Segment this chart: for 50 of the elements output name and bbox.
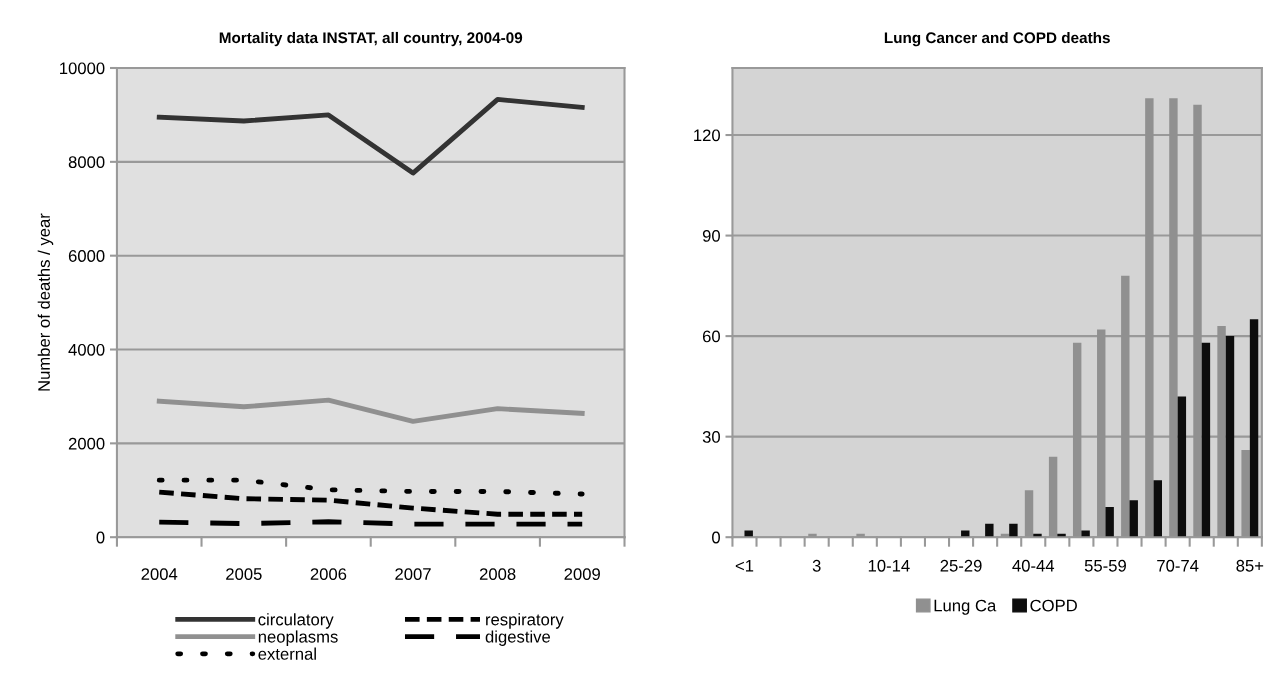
y-tick-label: 2000 — [68, 437, 105, 450]
legend-label: Lung Ca — [934, 599, 997, 615]
bar — [744, 530, 753, 538]
bar — [1249, 319, 1259, 538]
y-tick-label: 90 — [702, 229, 720, 242]
line-series — [156, 477, 585, 497]
x-tick-label: 25-29 — [940, 559, 982, 572]
bar — [1105, 507, 1114, 538]
legend-label: neoplasms — [258, 630, 338, 646]
x-tick-label: 2008 — [479, 568, 516, 580]
bar — [1225, 336, 1235, 538]
y-axis-title: Number of deaths / year — [37, 213, 54, 391]
x-tick-label: 2009 — [564, 568, 600, 580]
y-tick-label: 0 — [96, 531, 105, 544]
bar — [985, 523, 994, 538]
x-tick-label: 2007 — [395, 568, 431, 580]
legend-label: circulatory — [258, 613, 334, 629]
x-tick-label: 3 — [812, 559, 821, 572]
line-series — [156, 397, 585, 424]
bar — [1129, 500, 1138, 538]
bar — [1009, 523, 1018, 538]
x-tick-label: 2006 — [310, 568, 347, 580]
line-series — [156, 97, 585, 176]
x-tick-label: 2005 — [226, 568, 262, 580]
y-tick-label: 0 — [712, 531, 720, 544]
y-tick-label: 4000 — [68, 343, 105, 356]
legend-label: external — [258, 647, 316, 660]
x-tick-label: 70-74 — [1157, 559, 1199, 572]
x-tick-label: 55-59 — [1084, 559, 1126, 572]
bar — [1177, 396, 1187, 538]
chart-title: Mortality data INSTAT, all country, 2004-09 — [219, 31, 523, 47]
x-tick-label: 10-14 — [868, 559, 910, 572]
y-tick-label: 60 — [702, 330, 720, 343]
bar — [1153, 480, 1162, 538]
y-tick-label: 30 — [702, 431, 720, 443]
y-tick-label: 120 — [694, 129, 720, 142]
x-tick-label: 2004 — [141, 568, 178, 580]
x-tick-label: <1 — [735, 560, 754, 572]
y-tick-label: 6000 — [68, 250, 105, 262]
legend-label: COPD — [1030, 599, 1077, 612]
line-series — [156, 489, 585, 517]
x-tick-label: 40-44 — [1012, 559, 1055, 572]
bar — [1201, 342, 1211, 538]
x-tick-label: 85+ — [1236, 559, 1264, 572]
chart-title: Lung Cancer and COPD deaths — [884, 31, 1110, 47]
y-tick-label: 10000 — [60, 62, 105, 75]
legend-label: respiratory — [486, 613, 564, 629]
y-tick-label: 8000 — [68, 156, 105, 169]
legend-label: digestive — [485, 630, 551, 646]
bar — [1081, 530, 1090, 538]
